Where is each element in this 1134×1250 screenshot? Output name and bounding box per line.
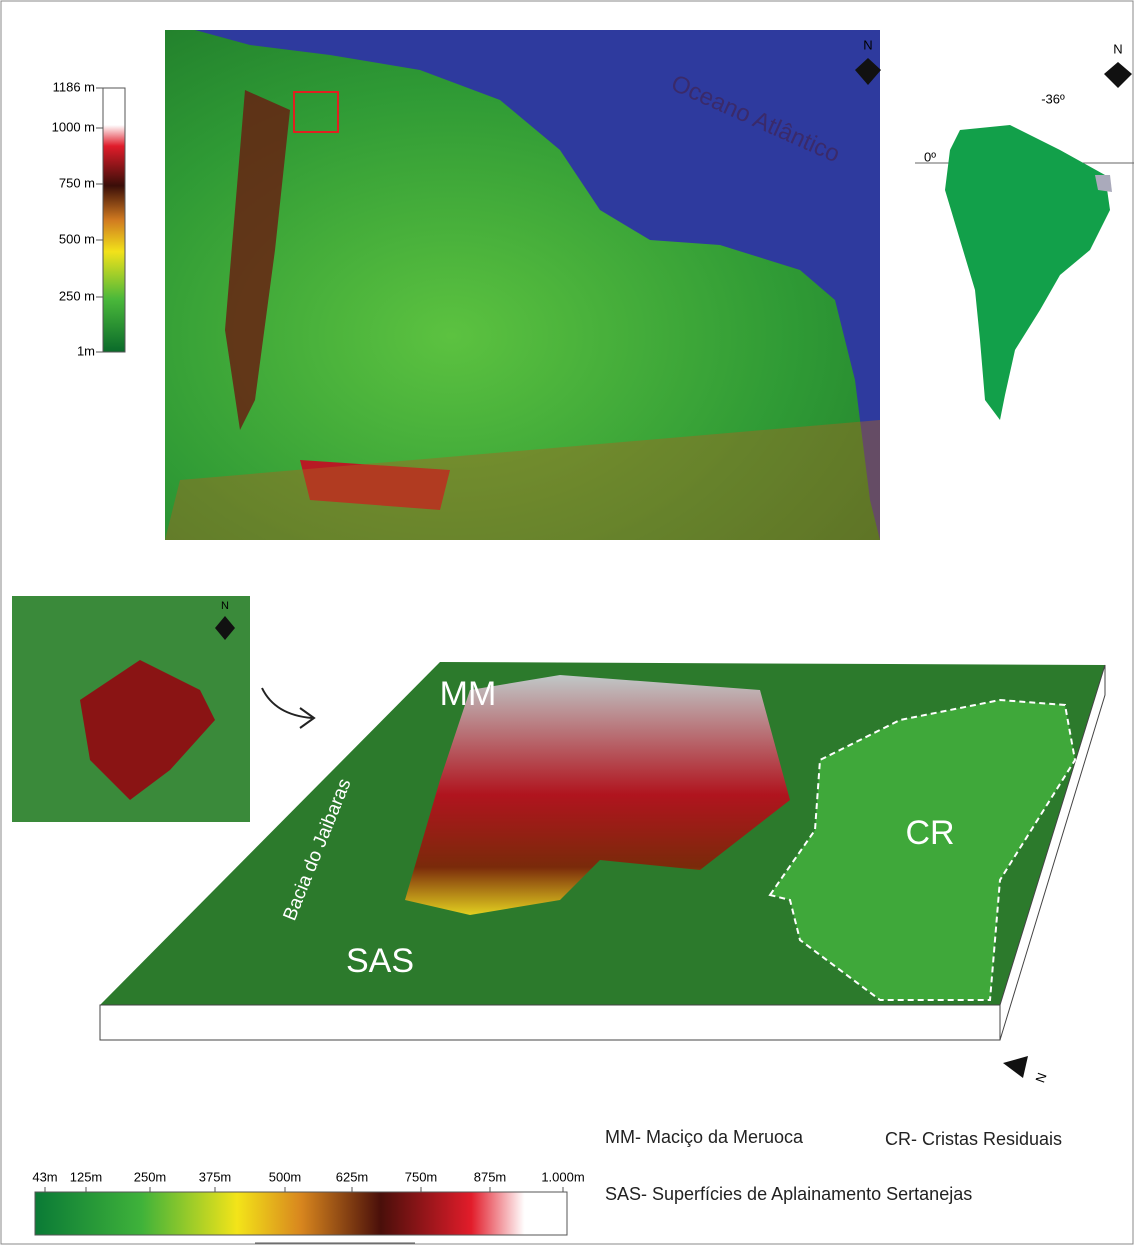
scale-label: 500m bbox=[269, 1169, 302, 1184]
elevation-label: 750 m bbox=[59, 175, 95, 190]
north-label: N bbox=[221, 600, 229, 612]
sas-label: SAS bbox=[346, 942, 414, 980]
scale-label: 875m bbox=[474, 1169, 507, 1184]
scale-label: 125m bbox=[70, 1169, 103, 1184]
key-sas: SAS- Superfícies de Aplainamento Sertane… bbox=[605, 1184, 972, 1204]
elevation-label: 250 m bbox=[59, 288, 95, 303]
elevation-label: 500 m bbox=[59, 231, 95, 246]
scale-label: 375m bbox=[199, 1169, 232, 1184]
color-scale bbox=[35, 1192, 567, 1235]
elevation-label: 1m bbox=[77, 343, 95, 358]
scale-labels: 43m 125m 250m 375m 500m 625m 750m 875m 1.000m bbox=[32, 1169, 584, 1192]
south-america bbox=[945, 125, 1110, 420]
north-label: N bbox=[1113, 41, 1122, 56]
cr-label: CR bbox=[905, 814, 954, 852]
block-front bbox=[100, 1005, 1000, 1040]
scale-label: 250m bbox=[134, 1169, 167, 1184]
arrow bbox=[262, 688, 312, 718]
scale-label: 43m bbox=[32, 1169, 57, 1184]
scale-label: 750m bbox=[405, 1169, 438, 1184]
key-cr: CR- Cristas Residuais bbox=[885, 1129, 1062, 1149]
longitude: -36º bbox=[1041, 91, 1065, 106]
scale-label: 1.000m bbox=[541, 1169, 584, 1184]
elevation-labels: 1186 m 1000 m 750 m 500 m 250 m 1m bbox=[52, 79, 103, 358]
figure: Oceano Atlântico N 1186 m1000 m750 m500 … bbox=[0, 0, 1134, 1245]
latitude: 0º bbox=[924, 149, 936, 164]
elevation-label: 1000 m bbox=[52, 119, 95, 134]
mm-label: MM bbox=[440, 675, 497, 713]
north-label: N bbox=[863, 37, 872, 52]
key-mm: MM- Maciço da Meruoca bbox=[605, 1127, 804, 1147]
north-arrow bbox=[1003, 1056, 1028, 1078]
north-label: N bbox=[1032, 1071, 1049, 1085]
north-arrow bbox=[1104, 62, 1132, 88]
elevation-bar bbox=[103, 88, 125, 352]
scale-label: 625m bbox=[336, 1169, 369, 1184]
elevation-label: 1186 m bbox=[53, 79, 95, 94]
